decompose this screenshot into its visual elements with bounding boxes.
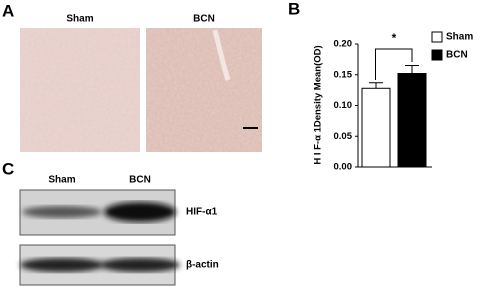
significance-bracket [375,48,413,80]
y-tick-label: 0.05 [334,131,353,142]
y-tick-label: 0.00 [334,162,353,173]
column-label: BCN [193,14,215,25]
legend-swatch [431,31,443,43]
y-axis-label: H I F-α 1Density Mean(OD) [313,45,324,164]
legend-label: Sham [446,32,473,43]
y-tick-label: 0.10 [334,100,353,111]
column-label: BCN [129,175,151,186]
row-label: β-actin [186,260,219,271]
legend-swatch [431,49,443,61]
panel-label: A [2,1,14,20]
legend-label: BCN [446,50,468,61]
y-tick-label: 0.20 [334,39,353,50]
micrograph [146,28,262,152]
panel-label: C [2,159,14,178]
row-label: HIF-α1 [186,207,218,218]
y-tick-label: 0.15 [334,69,353,80]
column-label: Sham [66,14,93,25]
bar [361,87,391,168]
blot [19,189,176,236]
significance-label: * [392,31,397,45]
micrograph [20,28,140,152]
bar [397,73,427,168]
panel-label: B [288,0,300,18]
blot [19,244,180,286]
column-label: Sham [48,175,75,186]
